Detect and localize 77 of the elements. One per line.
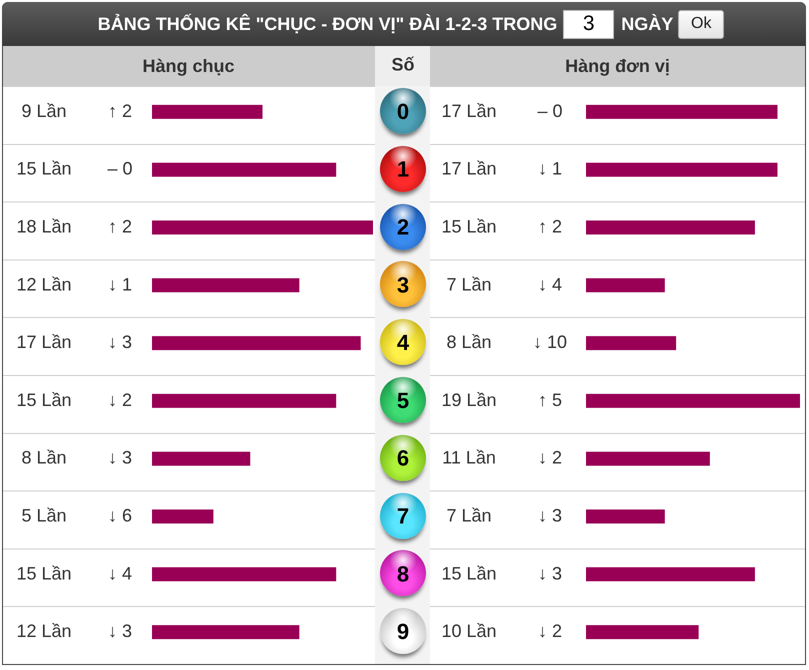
y-axis-title: Số xyxy=(391,54,415,74)
data-label: 12 Lần xyxy=(16,621,72,642)
data-label: 17 Lần xyxy=(16,332,72,352)
bar xyxy=(152,336,361,350)
data-label: 12 Lần xyxy=(16,274,72,294)
bar xyxy=(152,162,336,177)
text: ↓ 2 xyxy=(108,390,132,410)
data-label: 15 Lần xyxy=(16,390,72,410)
text: ↑ 5 xyxy=(538,390,562,410)
number-field[interactable]: 3 xyxy=(563,10,614,38)
data-label: 5 Lần xyxy=(21,506,67,526)
bar xyxy=(586,452,710,466)
text: ↑ 2 xyxy=(108,216,132,236)
text: – 0 xyxy=(537,100,563,121)
text: ↓ 10 xyxy=(532,332,568,352)
bar xyxy=(152,278,300,292)
text: ↓ 2 xyxy=(538,621,562,642)
text: ↓ 2 xyxy=(538,448,562,468)
text: ↓ 3 xyxy=(108,332,132,352)
y-tick-label: 8 xyxy=(396,561,410,586)
button[interactable]: Ok xyxy=(678,10,724,38)
y-tick-label: 7 xyxy=(396,504,410,528)
data-label: 8 Lần xyxy=(446,332,492,352)
text: ↓ 1 xyxy=(108,274,132,294)
data-label: 15 Lần xyxy=(441,216,497,236)
bar xyxy=(586,220,755,234)
bar xyxy=(586,567,755,582)
data-label: 15 Lần xyxy=(441,563,497,584)
y-tick-label: 5 xyxy=(396,388,410,413)
y-tick-label: 0 xyxy=(396,98,410,124)
text: ↓ 3 xyxy=(538,506,562,526)
y-tick-label: 3 xyxy=(396,272,410,298)
data-label: 18 Lần xyxy=(16,216,72,236)
data-label: 17 Lần xyxy=(441,158,497,179)
chart-title: Hàng đơn vị xyxy=(564,54,671,78)
text: BẢNG THỐNG KÊ "CHỤC - ĐƠN VỊ" ĐÀI 1-2-3 TRONG xyxy=(98,14,558,34)
bar xyxy=(586,625,699,640)
y-tick-label: 2 xyxy=(396,214,410,240)
data-label: 19 Lần xyxy=(441,390,497,410)
text: ↑ 2 xyxy=(538,216,562,236)
data-label: 9 Lần xyxy=(21,100,67,121)
data-label: 8 Lần xyxy=(21,448,67,468)
bar xyxy=(152,625,300,640)
text: ↓ 3 xyxy=(538,563,562,584)
text: – 0 xyxy=(107,158,133,179)
text: ↓ 6 xyxy=(108,506,132,526)
data-label: 15 Lần xyxy=(16,563,72,584)
y-tick-label: 4 xyxy=(396,330,410,356)
bar xyxy=(586,510,665,524)
text: ↓ 3 xyxy=(108,448,132,468)
bar xyxy=(152,394,336,408)
bar xyxy=(586,394,800,408)
data-label: 17 Lần xyxy=(441,100,497,121)
chart-title: Hàng chục xyxy=(141,54,236,78)
bar xyxy=(586,104,778,119)
bar xyxy=(152,567,336,582)
y-tick-label: 6 xyxy=(396,446,410,471)
data-label: 10 Lần xyxy=(441,621,497,642)
text: ↓ 4 xyxy=(538,274,562,294)
y-tick-label: 9 xyxy=(396,619,410,644)
bar xyxy=(586,278,665,292)
y-tick-label: 1 xyxy=(396,156,410,182)
text: ↑ 2 xyxy=(108,100,132,121)
bar xyxy=(152,452,250,466)
bar xyxy=(152,220,373,234)
text: ↓ 1 xyxy=(538,158,562,179)
bar xyxy=(586,162,778,177)
bar xyxy=(152,104,262,119)
data-label: 7 Lần xyxy=(446,274,492,294)
bar xyxy=(152,510,214,524)
text: NGÀY xyxy=(621,14,674,34)
data-label: 11 Lần xyxy=(442,448,496,468)
bar xyxy=(586,336,676,350)
data-label: 7 Lần xyxy=(446,506,492,526)
text: ↓ 3 xyxy=(108,621,132,642)
text: ↓ 4 xyxy=(108,563,132,584)
data-label: 15 Lần xyxy=(16,158,72,179)
